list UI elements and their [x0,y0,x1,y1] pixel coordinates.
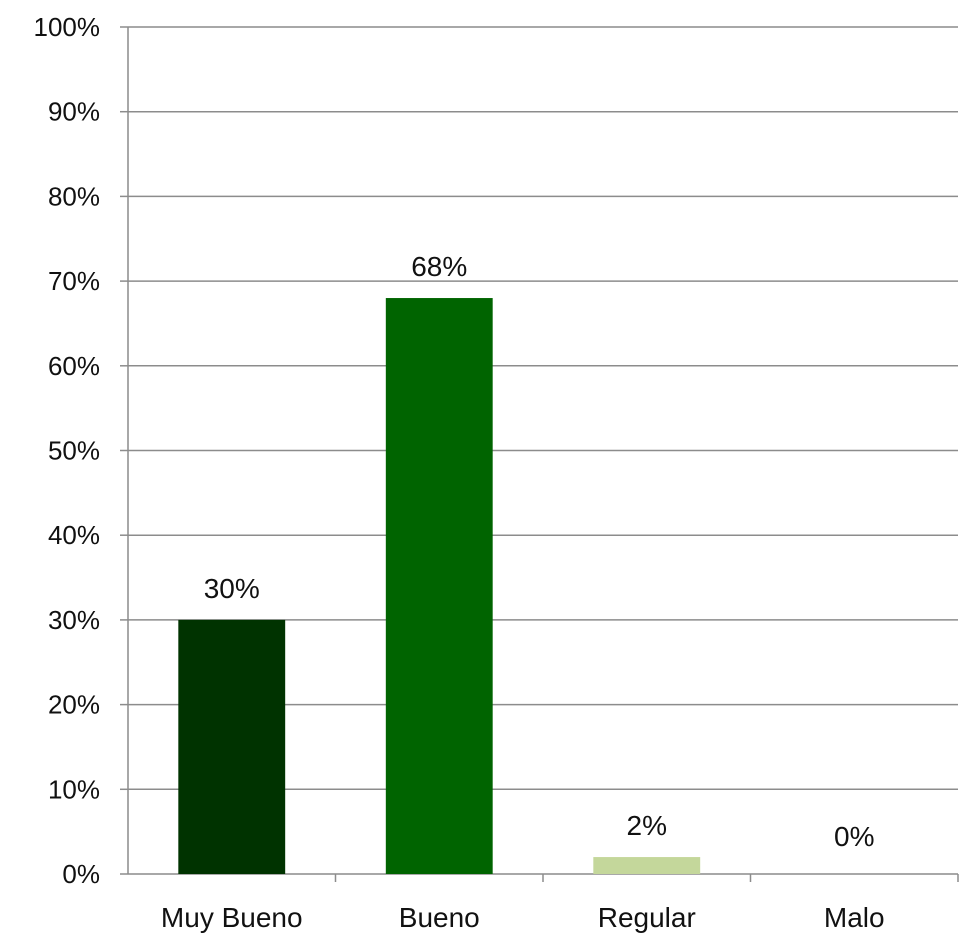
y-tick-label: 30% [48,605,100,635]
y-tick-label: 80% [48,181,100,211]
bar-bueno [385,298,493,874]
y-tick-label: 50% [48,436,100,466]
y-tick-label: 60% [48,351,100,381]
x-category-label: Regular [598,902,696,933]
y-tick-label: 70% [48,266,100,296]
bar-regular [593,857,701,874]
data-label: 68% [411,251,467,282]
axes [120,26,959,882]
data-label: 0% [834,821,874,852]
y-tick-label: 90% [48,97,100,127]
y-tick-label: 10% [48,774,100,804]
y-tick-label: 40% [48,520,100,550]
y-tick-label: 100% [34,12,101,42]
bar-muy-bueno [178,619,286,874]
x-category-label: Muy Bueno [161,902,303,933]
y-tick-label: 0% [62,859,100,889]
labels: 0% 10% 20% 30% 40% 50% 60% 70% 80% 90% 100% Muy Bue… [34,12,885,933]
data-label: 30% [204,573,260,604]
data-label: 2% [627,810,667,841]
x-category-label: Malo [824,902,885,933]
bars [178,298,701,874]
x-category-label: Bueno [399,902,480,933]
y-tick-label: 20% [48,690,100,720]
